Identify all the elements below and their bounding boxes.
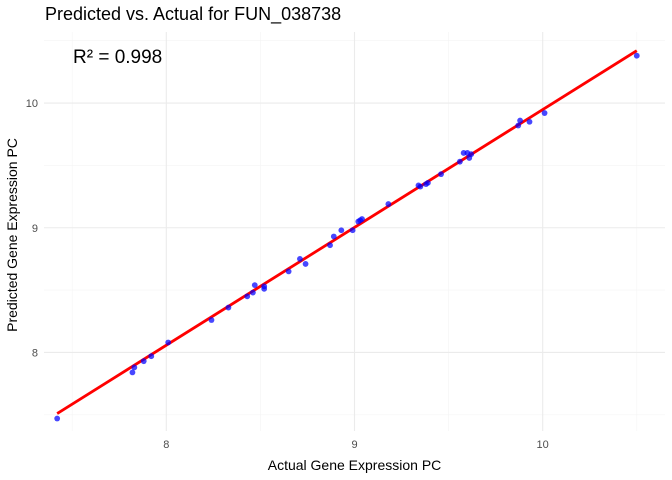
r-squared-annotation: R² = 0.998 <box>73 47 162 68</box>
data-point-0 <box>54 415 61 422</box>
data-point-14 <box>297 256 303 262</box>
data-point-28 <box>438 171 444 178</box>
data-point-33 <box>468 151 475 158</box>
y-axis-title: Predicted Gene Expression PC <box>4 138 20 332</box>
data-point-7 <box>225 304 232 311</box>
data-point-4 <box>148 353 155 360</box>
data-point-17 <box>330 233 337 240</box>
data-point-1 <box>129 369 136 376</box>
data-point-37 <box>541 110 548 116</box>
y-tick-label-2: 10 <box>26 98 38 110</box>
data-point-22 <box>359 216 365 222</box>
data-point-2 <box>131 364 138 371</box>
data-point-35 <box>517 117 523 124</box>
data-point-10 <box>251 282 258 289</box>
x-tick-label-1: 9 <box>351 439 357 451</box>
data-point-9 <box>249 289 256 296</box>
chart-title: Predicted vs. Actual for FUN_038738 <box>45 4 341 25</box>
x-tick-label-0: 8 <box>163 439 169 451</box>
data-point-6 <box>208 317 215 323</box>
fit-line-layer <box>56 49 638 415</box>
data-point-34 <box>515 122 522 129</box>
data-point-19 <box>349 227 356 234</box>
x-tick-label-2: 10 <box>537 439 549 451</box>
tick-labels: 8 9 10 8 9 10 <box>26 98 549 451</box>
data-point-38 <box>633 52 640 59</box>
points-layer <box>54 52 640 422</box>
data-point-5 <box>165 339 172 346</box>
fit-line <box>56 49 638 415</box>
data-point-12 <box>261 283 268 290</box>
data-point-13 <box>285 268 292 275</box>
data-point-25 <box>417 183 424 190</box>
data-point-16 <box>327 242 333 249</box>
data-point-27 <box>424 179 431 186</box>
data-point-3 <box>140 358 147 365</box>
y-tick-label-1: 9 <box>32 223 38 235</box>
data-point-18 <box>338 227 345 234</box>
data-point-23 <box>385 201 392 207</box>
data-point-15 <box>302 261 309 267</box>
data-point-29 <box>456 158 463 165</box>
x-axis-title: Actual Gene Expression PC <box>268 457 442 473</box>
y-tick-label-0: 8 <box>32 347 38 359</box>
data-point-8 <box>244 293 251 300</box>
data-point-36 <box>526 118 533 125</box>
